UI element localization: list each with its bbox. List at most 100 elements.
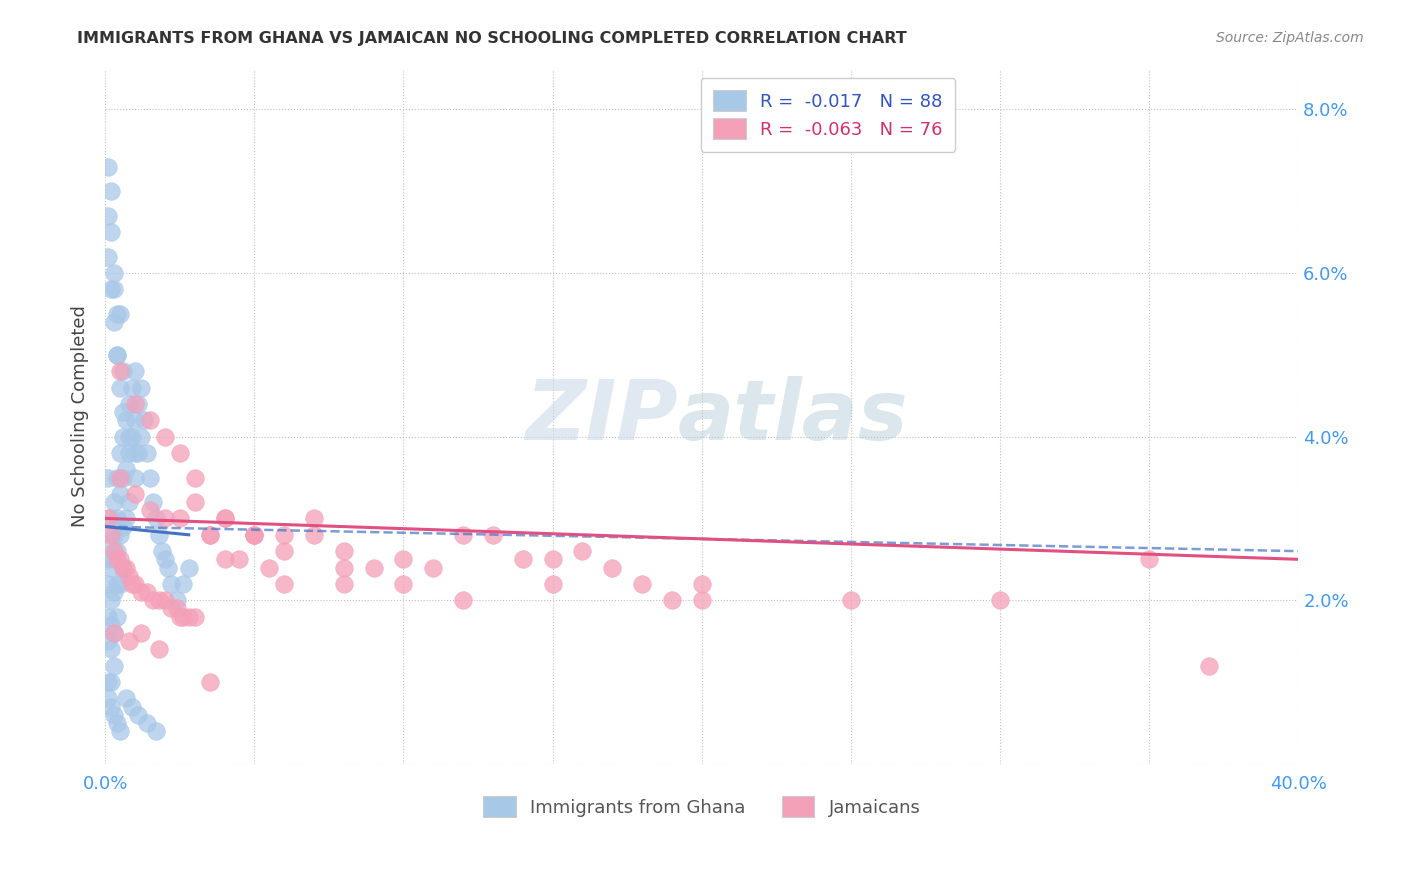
Point [105, 552, 128, 566]
Point [124, 397, 146, 411]
Point [129, 429, 152, 443]
Point [166, 601, 188, 615]
Point [153, 593, 176, 607]
Point [243, 528, 266, 542]
Point [108, 307, 131, 321]
Point [103, 495, 125, 509]
Point [145, 511, 167, 525]
Point [172, 577, 194, 591]
Point [118, 495, 141, 509]
Point [103, 266, 125, 280]
Point [97, 250, 120, 264]
Point [108, 528, 131, 542]
Point [451, 528, 474, 542]
Point [392, 552, 415, 566]
Point [118, 634, 141, 648]
Point [103, 626, 125, 640]
Y-axis label: No Schooling Completed: No Schooling Completed [72, 305, 89, 527]
Point [228, 552, 250, 566]
Point [105, 348, 128, 362]
Point [259, 560, 281, 574]
Point [100, 699, 122, 714]
Point [100, 593, 122, 607]
Point [183, 609, 205, 624]
Point [243, 528, 266, 542]
Point [169, 511, 191, 525]
Point [103, 585, 125, 599]
Point [97, 691, 120, 706]
Point [115, 462, 138, 476]
Point [118, 568, 141, 582]
Point [302, 511, 325, 525]
Point [153, 429, 176, 443]
Point [333, 560, 356, 574]
Point [108, 446, 131, 460]
Point [118, 429, 141, 443]
Point [121, 577, 143, 591]
Point [100, 560, 122, 574]
Point [145, 724, 167, 739]
Point [153, 511, 176, 525]
Point [100, 282, 122, 296]
Point [156, 560, 179, 574]
Point [115, 560, 138, 574]
Point [115, 511, 138, 525]
Point [108, 552, 131, 566]
Point [302, 528, 325, 542]
Point [214, 511, 236, 525]
Point [124, 364, 146, 378]
Point [139, 413, 162, 427]
Point [115, 691, 138, 706]
Point [97, 675, 120, 690]
Point [172, 609, 194, 624]
Point [177, 609, 200, 624]
Point [118, 446, 141, 460]
Point [150, 544, 173, 558]
Point [136, 585, 159, 599]
Point [112, 429, 135, 443]
Point [482, 528, 505, 542]
Point [112, 560, 135, 574]
Text: atlas: atlas [678, 376, 908, 457]
Point [105, 307, 128, 321]
Point [100, 511, 122, 525]
Point [127, 446, 149, 460]
Point [148, 642, 170, 657]
Point [100, 536, 122, 550]
Point [214, 511, 236, 525]
Text: Source: ZipAtlas.com: Source: ZipAtlas.com [1216, 31, 1364, 45]
Point [153, 552, 176, 566]
Point [108, 577, 131, 591]
Point [103, 528, 125, 542]
Point [108, 724, 131, 739]
Point [392, 577, 415, 591]
Point [214, 552, 236, 566]
Point [363, 560, 385, 574]
Point [100, 617, 122, 632]
Legend: Immigrants from Ghana, Jamaicans: Immigrants from Ghana, Jamaicans [475, 789, 928, 824]
Point [129, 380, 152, 394]
Point [169, 609, 191, 624]
Point [105, 348, 128, 362]
Point [243, 528, 266, 542]
Point [112, 470, 135, 484]
Point [600, 560, 623, 574]
Point [105, 577, 128, 591]
Point [105, 511, 128, 525]
Text: ZIP: ZIP [526, 376, 678, 457]
Point [97, 209, 120, 223]
Point [541, 577, 564, 591]
Point [160, 601, 183, 615]
Point [148, 593, 170, 607]
Point [541, 552, 564, 566]
Point [333, 577, 356, 591]
Point [112, 519, 135, 533]
Point [273, 577, 295, 591]
Point [839, 593, 862, 607]
Point [661, 593, 683, 607]
Point [690, 577, 713, 591]
Point [121, 380, 143, 394]
Point [121, 429, 143, 443]
Point [148, 528, 170, 542]
Point [198, 528, 221, 542]
